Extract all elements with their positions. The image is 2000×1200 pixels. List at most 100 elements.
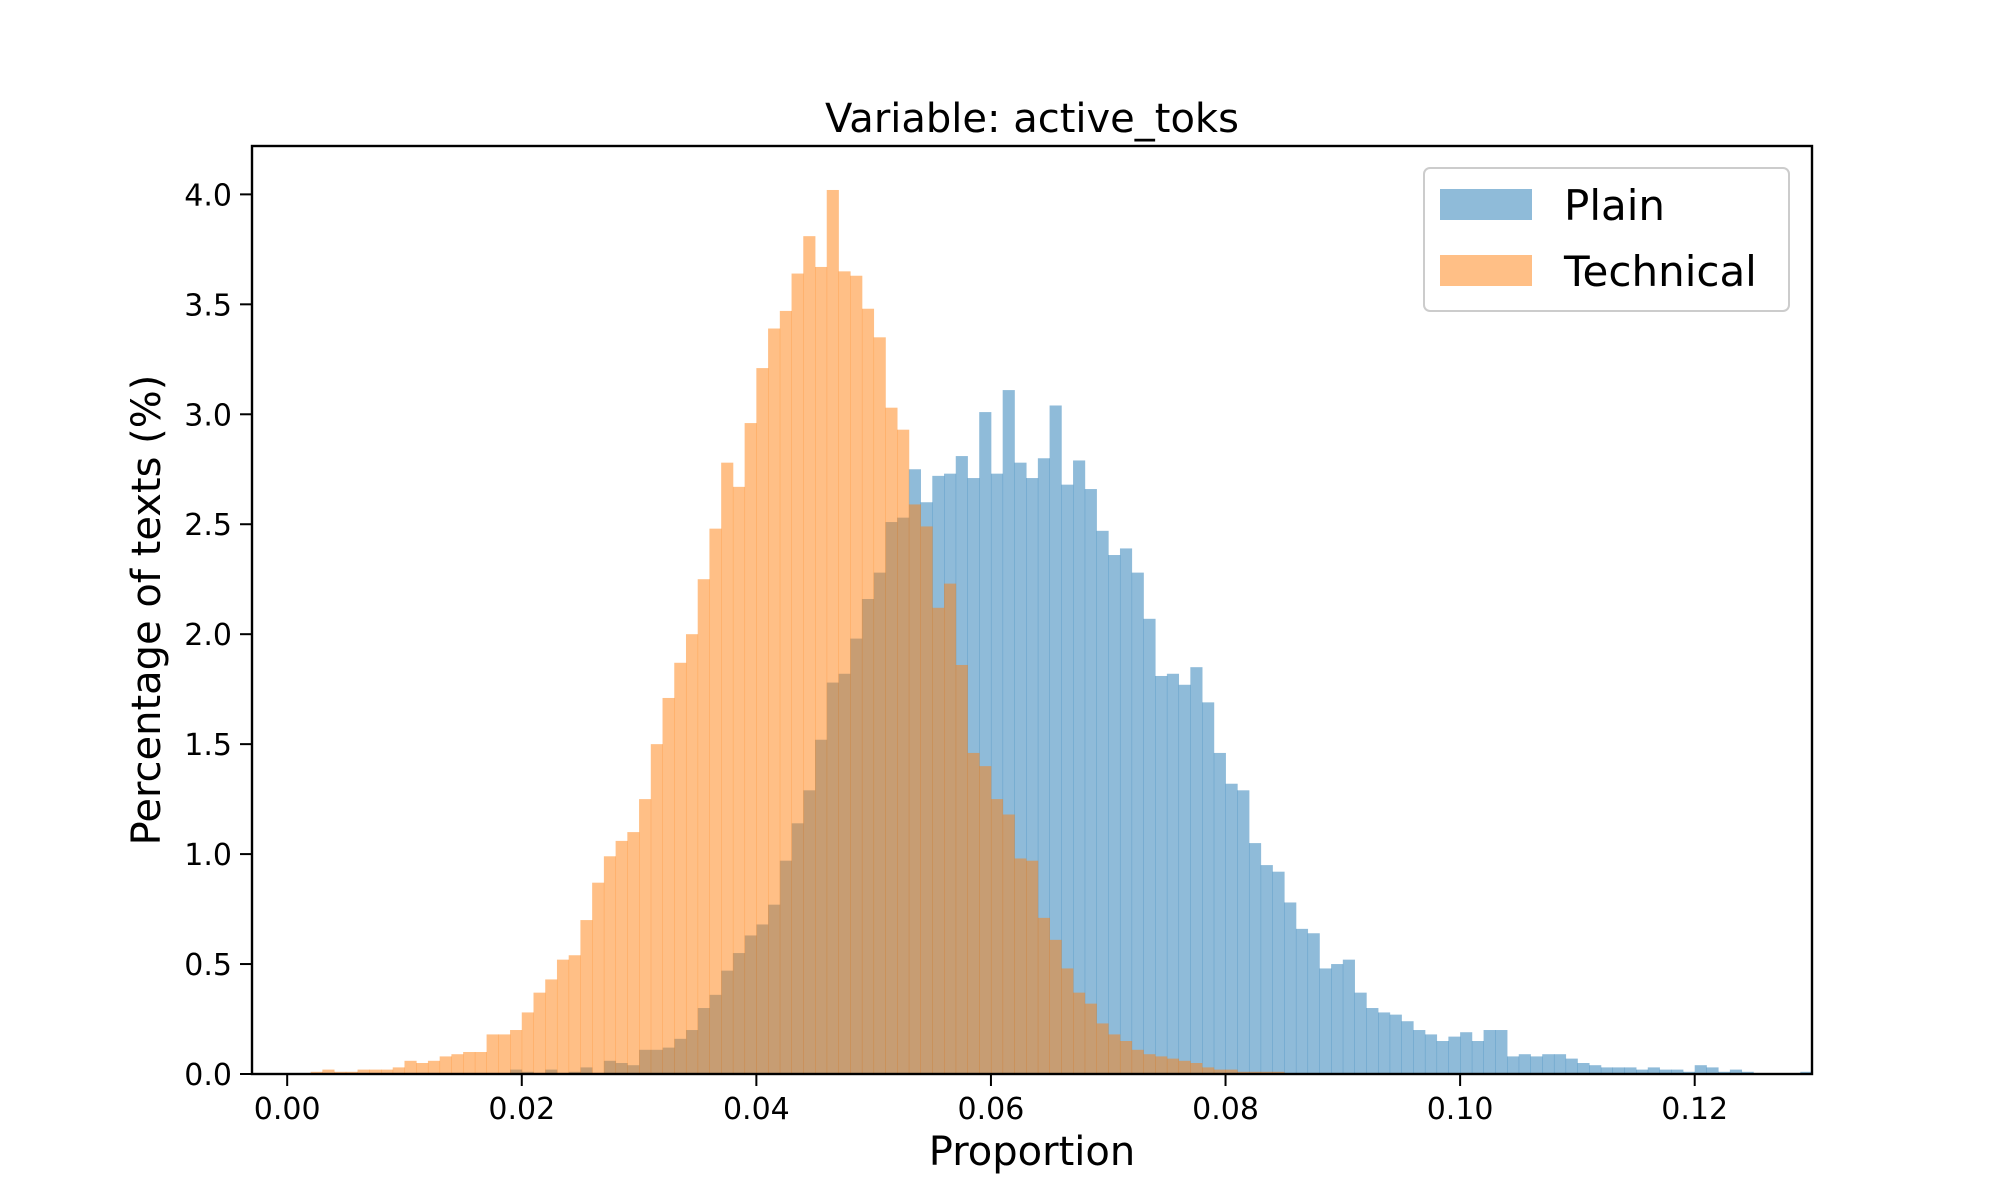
bar-technical <box>357 1069 370 1074</box>
bar-technical <box>369 1069 382 1074</box>
bar-technical <box>1108 1034 1121 1074</box>
bar-technical <box>1143 1054 1156 1074</box>
bar-plain <box>1237 790 1250 1074</box>
bar-technical <box>721 462 734 1074</box>
bar-plain <box>1366 1008 1379 1074</box>
bar-technical <box>908 504 921 1074</box>
y-tick-label: 2.5 <box>184 508 232 543</box>
legend-label-plain: Plain <box>1564 181 1665 230</box>
bar-technical <box>463 1052 476 1074</box>
bar-plain <box>1589 1065 1602 1074</box>
bar-technical <box>592 882 605 1074</box>
bar-plain <box>1166 673 1180 1074</box>
bar-plain <box>1659 1069 1672 1074</box>
bar-plain <box>1636 1069 1649 1074</box>
x-tick-label: 0.12 <box>1661 1092 1728 1127</box>
bar-technical <box>674 662 687 1074</box>
bar-plain <box>1471 1041 1484 1074</box>
bar-technical <box>427 1060 441 1074</box>
bar-technical <box>756 368 769 1075</box>
bar-technical <box>650 744 663 1074</box>
x-tick-label: 0.06 <box>958 1092 1025 1127</box>
bar-plain <box>1284 902 1297 1074</box>
x-tick-label: 0.10 <box>1427 1092 1494 1127</box>
bar-technical <box>1002 814 1015 1074</box>
bar-plain <box>1448 1036 1461 1074</box>
bar-plain <box>1202 702 1215 1074</box>
bar-technical <box>1061 968 1074 1074</box>
bar-technical <box>381 1069 394 1074</box>
bar-plain <box>1331 964 1344 1074</box>
bar-plain <box>1671 1069 1684 1074</box>
bar-technical <box>685 634 699 1074</box>
bar-technical <box>439 1056 452 1074</box>
bar-technical <box>1190 1063 1203 1074</box>
bar-plain <box>1049 405 1062 1074</box>
bar-technical <box>744 423 757 1075</box>
bar-plain <box>1342 959 1355 1074</box>
x-tick-label: 0.04 <box>723 1092 790 1127</box>
y-tick-label: 1.5 <box>184 728 232 763</box>
bar-plain <box>1073 460 1086 1075</box>
bar-plain <box>1518 1054 1531 1074</box>
bar-plain <box>1401 1021 1414 1074</box>
bar-technical <box>1213 1069 1226 1074</box>
bar-technical <box>697 579 710 1074</box>
bar-plain <box>1272 871 1285 1074</box>
bar-plain <box>1155 675 1168 1074</box>
bar-plain <box>1295 928 1309 1074</box>
bar-technical <box>990 799 1004 1074</box>
bar-plain <box>1307 933 1320 1074</box>
bar-technical <box>416 1063 429 1074</box>
bar-technical <box>732 486 746 1075</box>
bar-plain <box>1354 992 1367 1074</box>
bar-technical <box>920 526 933 1074</box>
bar-technical <box>1225 1069 1238 1074</box>
bar-plain <box>1460 1032 1473 1074</box>
bar-plain <box>1319 968 1332 1074</box>
bar-technical <box>779 310 792 1074</box>
bar-plain <box>1507 1056 1520 1074</box>
bar-plain <box>1729 1069 1743 1074</box>
bar-technical <box>1037 917 1050 1074</box>
bar-plain <box>1119 548 1133 1074</box>
bar-plain <box>1260 865 1273 1074</box>
bar-technical <box>627 832 640 1074</box>
bar-plain <box>1694 1065 1707 1074</box>
bar-technical <box>1119 1041 1133 1074</box>
bar-technical <box>955 664 968 1074</box>
bar-technical <box>533 992 546 1074</box>
bar-technical <box>603 856 617 1074</box>
bar-technical <box>838 271 851 1075</box>
bar-technical <box>639 799 652 1074</box>
bar-technical <box>498 1034 511 1074</box>
bar-technical <box>791 273 804 1074</box>
bar-technical <box>709 528 722 1074</box>
bar-plain <box>1096 530 1109 1074</box>
bar-plain <box>1424 1034 1438 1074</box>
plot-frame <box>250 144 1814 1076</box>
y-tick-label: 3.0 <box>184 398 232 433</box>
bar-technical <box>979 766 992 1074</box>
bar-technical <box>873 337 886 1074</box>
bar-technical <box>474 1052 487 1074</box>
bar-plain <box>1436 1041 1449 1074</box>
bar-technical <box>510 1030 523 1074</box>
bar-technical <box>944 583 957 1074</box>
bar-technical <box>568 955 581 1074</box>
x-axis: 0.00 0.02 0.04 0.06 0.08 0.10 0.12 <box>254 1074 1728 1127</box>
bar-plain <box>1600 1067 1613 1074</box>
x-tick-label: 0.00 <box>254 1092 321 1127</box>
bar-technical <box>392 1067 405 1074</box>
y-tick-label: 1.0 <box>184 838 232 873</box>
x-tick-label: 0.02 <box>488 1092 555 1127</box>
bar-technical <box>580 920 593 1074</box>
x-axis-title: Proportion <box>929 1129 1135 1175</box>
legend-label-technical: Technical <box>1563 247 1757 296</box>
bar-plain <box>1530 1056 1543 1074</box>
bar-plain <box>1706 1067 1719 1074</box>
bar-plain <box>1483 1030 1496 1074</box>
bar-technical <box>1084 1003 1097 1074</box>
bar-plain <box>1143 618 1156 1074</box>
bar-technical <box>897 429 910 1074</box>
